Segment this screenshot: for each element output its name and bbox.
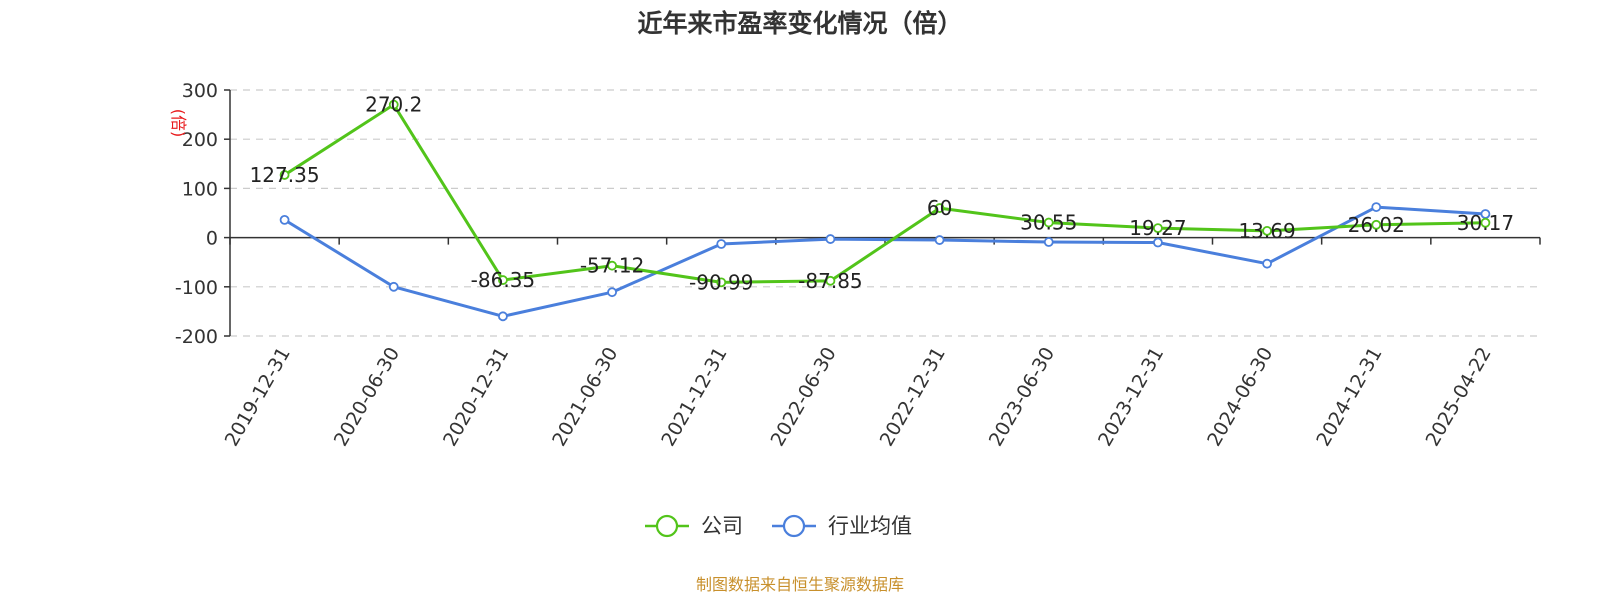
company-point	[825, 275, 836, 286]
company-point	[1153, 223, 1163, 234]
data-label: 270.2	[365, 93, 422, 117]
industry-average-point	[1043, 237, 1054, 247]
legend[interactable]: 公司 行业均值	[645, 514, 912, 538]
industry-average-point	[1371, 202, 1382, 212]
legend-label: 行业均值	[828, 514, 912, 538]
industry-average-point	[825, 234, 836, 244]
industry-average-line	[283, 205, 1486, 318]
x-tick-label: 2019-12-31	[221, 344, 295, 451]
legend-marker	[655, 514, 679, 538]
y-tick-label: 100	[182, 178, 218, 200]
company-line	[283, 103, 1486, 284]
legend-item-company[interactable]: 公司	[645, 514, 743, 538]
company-point	[1480, 217, 1491, 228]
industry-average-point	[388, 281, 399, 292]
x-tick-label: 2024-12-31	[1312, 344, 1386, 451]
data-label: -57.12	[580, 254, 644, 278]
chart-title: 近年来市盈率变化情况（倍）	[637, 9, 962, 38]
x-axis: 2019-12-31 2020-06-30 2020-12-31 2021-06-30…	[221, 236, 1541, 451]
industry-average-point	[1153, 237, 1163, 248]
series-layer	[279, 99, 1491, 322]
company-point	[1371, 219, 1382, 230]
data-label: -87.85	[798, 269, 862, 293]
company-point	[1262, 225, 1272, 236]
x-tick-label: 2022-12-31	[876, 343, 950, 450]
y-tick-label: -200	[175, 326, 218, 348]
data-label: 30.17	[1457, 211, 1514, 235]
grid-lines	[230, 89, 1540, 337]
x-tick-label: 2020-06-30	[330, 344, 404, 451]
data-label: 127.35	[250, 163, 320, 187]
company-point	[498, 275, 508, 285]
data-label: -90.99	[689, 270, 753, 294]
y-tick-label: -100	[175, 277, 218, 299]
company-point	[1043, 217, 1054, 228]
industry-average-point	[934, 235, 945, 245]
company-point	[934, 203, 945, 213]
y-axis-label: (倍)	[169, 109, 188, 138]
industry-average-point	[1262, 258, 1272, 269]
company-point	[279, 170, 290, 180]
x-tick-label: 2025-04-22	[1421, 344, 1495, 451]
x-tick-label: 2021-06-30	[548, 344, 622, 451]
company-point	[716, 277, 727, 288]
x-tick-label: 2023-06-30	[985, 344, 1059, 451]
company-point	[388, 99, 399, 110]
data-label: 13.69	[1238, 219, 1295, 243]
x-tick-label: 2023-12-31	[1094, 344, 1168, 451]
legend-label: 公司	[701, 514, 743, 538]
legend-item-industry-average[interactable]: 行业均值	[772, 514, 912, 538]
x-tick-label: 2024-06-30	[1203, 344, 1277, 451]
industry-average-point	[716, 239, 727, 249]
data-label: 60	[927, 196, 952, 220]
data-label: 26.02	[1348, 213, 1405, 237]
source-note: 制图数据来自恒生聚源数据库	[696, 575, 904, 594]
legend-marker	[782, 514, 806, 538]
y-tick-label: 300	[182, 80, 218, 102]
industry-average-point	[607, 287, 617, 298]
data-label: 19.27	[1129, 216, 1186, 240]
x-tick-label: 2020-12-31	[439, 343, 513, 450]
x-tick-label: 2021-12-31	[657, 344, 731, 451]
data-labels: 127.35 270.2 -86.35 -57.12 -90.99 -87.85 60 30.…	[250, 93, 1514, 295]
y-tick-label: 0	[206, 228, 218, 250]
data-label: -86.35	[471, 268, 535, 292]
data-label: 30.55	[1020, 211, 1077, 235]
industry-average-point	[498, 311, 508, 322]
industry-average-point	[279, 214, 290, 225]
x-tick-label: 2022-06-30	[766, 344, 840, 451]
y-tick-label: 200	[182, 129, 218, 151]
y-axis: 300 200 100 0 -100 -200	[175, 80, 231, 348]
company-point	[607, 260, 617, 271]
